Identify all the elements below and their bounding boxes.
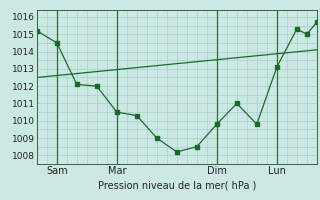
- X-axis label: Pression niveau de la mer( hPa ): Pression niveau de la mer( hPa ): [98, 180, 256, 190]
